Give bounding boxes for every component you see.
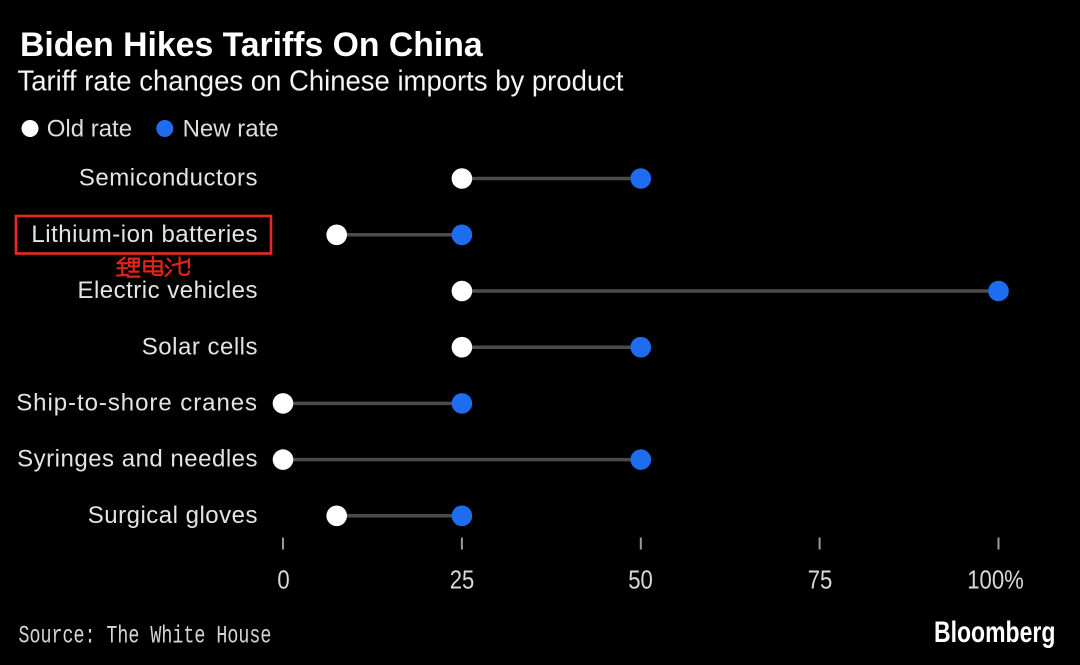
svg-text:25: 25 — [450, 566, 475, 595]
svg-text:50: 50 — [628, 566, 653, 595]
svg-text:0: 0 — [277, 566, 289, 595]
svg-text:Ship-to-shore cranes: Ship-to-shore cranes — [16, 390, 258, 417]
svg-text:Electric vehicles: Electric vehicles — [77, 277, 258, 304]
svg-text:Lithium-ion batteries: Lithium-ion batteries — [31, 221, 258, 248]
svg-text:Solar cells: Solar cells — [142, 333, 258, 360]
svg-text:Biden Hikes Tariffs On China: Biden Hikes Tariffs On China — [20, 26, 484, 64]
svg-text:Surgical gloves: Surgical gloves — [88, 502, 258, 529]
svg-text:75: 75 — [808, 566, 833, 595]
svg-text:Old rate: Old rate — [47, 116, 132, 143]
svg-text:New rate: New rate — [183, 116, 279, 143]
svg-text:100%: 100% — [967, 566, 1023, 595]
svg-text:Semiconductors: Semiconductors — [79, 165, 258, 192]
svg-text:Source: The White House: Source: The White House — [19, 622, 272, 651]
svg-text:Bloomberg: Bloomberg — [934, 615, 1055, 648]
svg-text:Tariff rate changes on Chinese: Tariff rate changes on Chinese imports b… — [18, 64, 624, 97]
svg-text:Syringes and needles: Syringes and needles — [17, 446, 258, 473]
